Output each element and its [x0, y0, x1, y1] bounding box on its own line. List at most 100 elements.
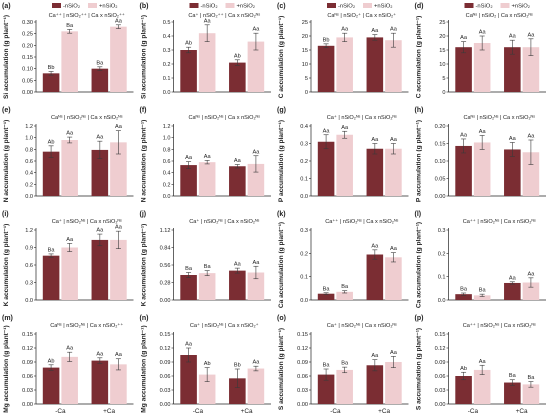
bar — [42, 73, 60, 92]
y-axis-label: K accumulation (g plant⁻¹) — [141, 224, 148, 307]
y-tick-label: 0.3 — [163, 48, 171, 54]
bar — [110, 364, 127, 404]
bar — [473, 142, 491, 196]
y-tick-label: 0.06 — [435, 374, 446, 380]
y-tick-label: 10 — [439, 62, 445, 68]
significance-letter: Ab — [204, 361, 211, 367]
legend-swatch — [52, 3, 61, 8]
bar — [336, 369, 353, 404]
significance-letter: Ab — [185, 41, 192, 47]
significance-text: Ca⁺⁺ | nSiO₂⁺⁺ | Ca x nSiO₂⁺⁺ — [49, 12, 125, 19]
y-tick-label: 0.09 — [160, 360, 171, 366]
significance-letter: Aa — [371, 28, 379, 34]
y-tick-label: 0.4 — [163, 34, 171, 40]
significance-text: Ca⁺ | nSiO₂ᴺˢ | Ca x nSiO₂ᴺˢ — [327, 322, 397, 329]
panel-label: (j) — [140, 211, 147, 218]
panel-label: (h) — [415, 107, 424, 114]
bar — [61, 247, 78, 300]
significance-text: Ca⁺⁺ | nSiO₂ᴺˢ | Ca x nSiO₂ᴺˢ — [325, 218, 398, 225]
significance-letter: Aa — [390, 27, 398, 33]
bar — [504, 282, 521, 300]
chart-panel: (m) Caᴺˢ | nSiO₂ᴺˢ | Ca x nSiO₂⁺⁺ 0.00 0.03… — [2, 315, 134, 415]
significance-letter: Aa — [460, 35, 468, 41]
legend-label: +nSiO₂ — [237, 4, 256, 10]
bar — [473, 369, 491, 404]
significance-letter: Ba — [460, 287, 468, 293]
significance-text: Caᴺˢ | nSiO₂⁺ | Ca x nSiO₂⁺ — [327, 12, 396, 19]
y-tick-label: 0.2 — [300, 251, 308, 257]
significance-text: Ca⁺ | nSiO₂ᴺˢ | Ca x nSiO₂ᴺˢ — [327, 114, 397, 121]
significance-letter: Aa — [252, 260, 260, 266]
bar — [61, 140, 78, 196]
significance-letter: Aa — [115, 124, 123, 130]
panel-label: (o) — [277, 315, 286, 322]
y-tick-label: 0.06 — [297, 374, 308, 380]
significance-letter: Bb — [48, 65, 55, 71]
bar — [180, 275, 197, 300]
y-tick-label: 0.00 — [435, 402, 446, 408]
y-tick-label: 0.2 — [438, 251, 446, 257]
bar — [385, 148, 402, 196]
legend-label: -nSiO₂ — [63, 4, 80, 10]
y-tick-label: 0.0 — [438, 298, 446, 304]
significance-letter: Aa — [96, 351, 104, 357]
y-axis-label: Si accumulation (g plant⁻¹) — [141, 15, 148, 99]
y-tick-label: 0.5 — [163, 20, 171, 26]
significance-letter: Aa — [323, 128, 331, 134]
panel-label: (l) — [415, 211, 422, 218]
chart-panel: (g) Ca⁺ | nSiO₂ᴺˢ | Ca x nSiO₂ᴺˢ 0.0 0.1 0.2… — [277, 107, 409, 202]
chart-panel: (e) Caᴺˢ | nSiO₂ᴺˢ | Ca x nSiO₂ᴺˢ 0.0 0.2 0.… — [2, 107, 134, 202]
panel-label: (e) — [2, 107, 11, 114]
bar — [180, 355, 197, 404]
y-tick-label: 0.09 — [297, 360, 308, 366]
y-tick-label: 0.00 — [22, 402, 33, 408]
significance-text: Caᴺˢ | nSiO₂ᴺˢ | Ca x nSiO₂ᴺˢ — [51, 114, 123, 121]
y-tick-label: 0.00 — [160, 402, 171, 408]
y-tick-label: 0.06 — [160, 374, 171, 380]
legend-swatch — [88, 3, 97, 8]
bar — [198, 374, 216, 404]
y-tick-label: 0.6 — [163, 159, 171, 165]
x-tick-label: -Ca — [468, 408, 479, 415]
bar — [473, 43, 491, 92]
significance-letter: Aa — [252, 360, 260, 366]
y-tick-label: 0.9 — [25, 246, 33, 252]
significance-letter: Aa — [96, 135, 104, 141]
significance-letter: Aa — [204, 154, 212, 160]
bar — [247, 41, 265, 92]
bar — [61, 356, 78, 404]
y-tick-label: 0.8 — [163, 147, 171, 153]
significance-letter: Ba — [323, 286, 331, 292]
y-tick-label: 0.10 — [22, 67, 33, 73]
y-tick-label: 0.05 — [435, 177, 446, 183]
panel-label: (d) — [415, 3, 424, 10]
y-tick-label: 0.15 — [435, 332, 446, 338]
significance-letter: Aa — [115, 352, 123, 358]
y-tick-label: 0.2 — [300, 159, 308, 165]
significance-letter: Aa — [527, 134, 535, 140]
y-tick-label: 0.0 — [163, 90, 171, 96]
significance-letter: Aa — [390, 246, 398, 252]
y-axis-label: Mg accumulation (g plant⁻¹) — [3, 325, 10, 412]
bar — [229, 378, 246, 404]
significance-letter: Aa — [460, 132, 468, 138]
panel-label: (c) — [277, 3, 286, 10]
y-axis-label: S accumulation (g plant⁻¹) — [416, 328, 423, 410]
significance-letter: Ba — [66, 23, 74, 29]
significance-text: Caᴺˢ | nSiO₂ᴺˢ | Ca x nSiO₂ᴺˢ — [464, 114, 536, 121]
y-tick-label: 0.09 — [435, 360, 446, 366]
significance-letter: Aa — [371, 137, 379, 143]
significance-letter: Aa — [479, 359, 487, 365]
chart-panel: (f) Caᴺˢ | nSiO₂ᴺˢ | Ca x nSiO₂ᴺˢ 0.0 0.2 0.… — [140, 107, 271, 202]
significance-letter: Aa — [66, 237, 74, 243]
bar — [366, 37, 384, 92]
y-tick-label: 1.0 — [163, 136, 171, 142]
significance-letter: Aa — [371, 353, 379, 359]
legend-swatch — [464, 3, 474, 8]
bar — [61, 31, 78, 92]
significance-letter: Aa — [341, 125, 349, 131]
bar — [198, 33, 216, 92]
bar — [247, 163, 265, 196]
significance-letter: Aa — [115, 18, 123, 24]
y-tick-label: 0.25 — [22, 32, 33, 38]
